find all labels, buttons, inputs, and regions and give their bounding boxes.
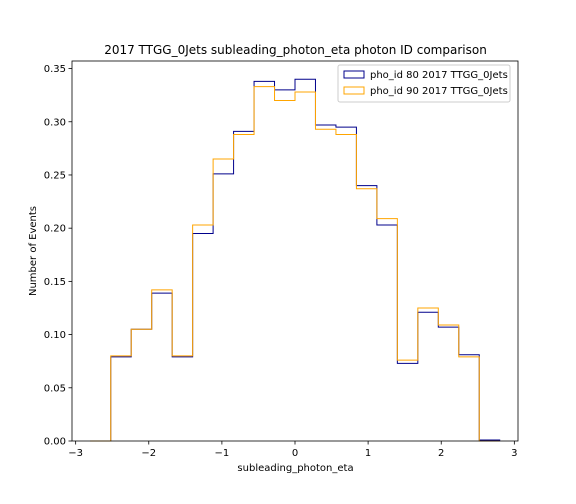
plot-area — [90, 78, 501, 442]
x-tick-label: 2 — [438, 448, 444, 459]
x-tick-label: −1 — [215, 448, 230, 459]
y-tick-label: 0.25 — [44, 170, 66, 181]
y-tick-label: 0.05 — [44, 383, 66, 394]
x-tick-label: 3 — [511, 448, 517, 459]
legend: pho_id 80 2017 TTGG_0Jets pho_id 90 2017 … — [337, 64, 511, 103]
legend-label-0: pho_id 80 2017 TTGG_0Jets — [370, 70, 508, 81]
x-axis-label: subleading_photon_eta — [237, 463, 353, 474]
y-tick-label: 0.35 — [44, 64, 66, 75]
legend-box — [337, 64, 511, 103]
legend-swatch-0 — [343, 70, 365, 79]
chart-title: 2017 TTGG_0Jets subleading_photon_eta ph… — [104, 43, 487, 57]
x-tick-label: 1 — [365, 448, 371, 459]
series-1-histogram-step — [90, 86, 500, 442]
x-tick-label: −2 — [141, 448, 156, 459]
y-tick-label: 0.20 — [44, 224, 66, 235]
y-tick-label: 0.00 — [44, 437, 66, 448]
x-tick-label: 0 — [292, 448, 298, 459]
axes: −3 −2 −1 0 1 2 3 0.00 0.05 0.10 0.15 0.20 0.25 0.30 0.… — [44, 60, 519, 459]
y-tick-label: 0.15 — [44, 277, 66, 288]
y-tick-label: 0.30 — [44, 117, 66, 128]
legend-swatch-1 — [343, 86, 365, 95]
x-tick-label: −3 — [68, 448, 83, 459]
y-tick-label: 0.10 — [44, 330, 66, 341]
legend-label-1: pho_id 90 2017 TTGG_0Jets — [370, 86, 508, 97]
y-axis-label: Number of Events — [28, 206, 39, 296]
